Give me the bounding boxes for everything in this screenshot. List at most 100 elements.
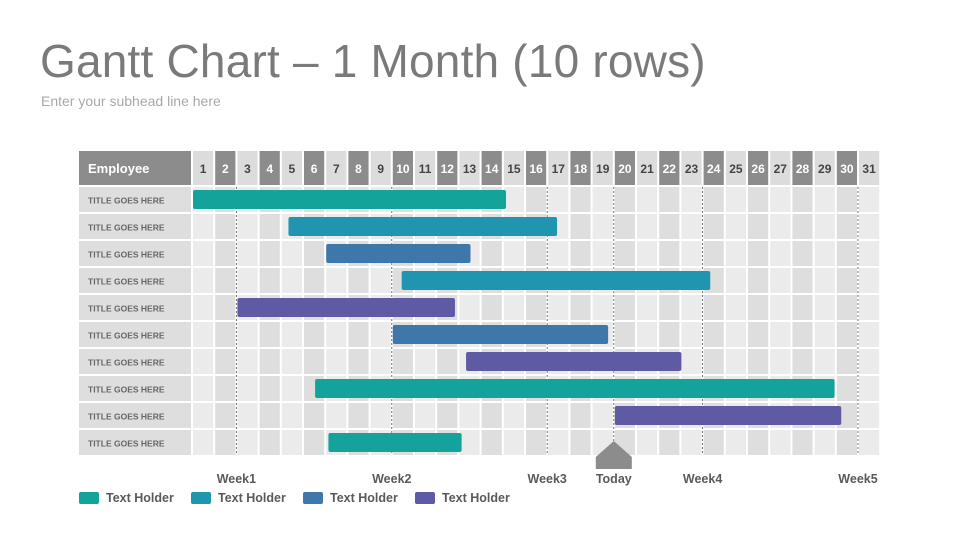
grid-cell: [592, 403, 613, 428]
grid-cell: [703, 430, 724, 455]
gantt-bar[interactable]: [392, 325, 609, 344]
grid-cell: [459, 430, 480, 455]
grid-cell: [526, 403, 547, 428]
grid-cell: [859, 214, 880, 239]
page-title: Gantt Chart – 1 Month (10 rows): [40, 35, 706, 87]
header-day-cell: [637, 151, 658, 185]
grid-cell: [859, 376, 880, 401]
header-day-label: 25: [729, 162, 743, 176]
legend-item: Text Holder: [79, 491, 191, 505]
grid-cell: [392, 403, 413, 428]
legend-label: Text Holder: [106, 491, 174, 505]
grid-cell: [281, 430, 302, 455]
grid-cell: [614, 295, 635, 320]
gantt-bar[interactable]: [315, 379, 835, 398]
grid-cell: [703, 214, 724, 239]
grid-cell: [770, 349, 791, 374]
grid-cell: [237, 376, 258, 401]
gantt-bar[interactable]: [466, 352, 682, 371]
grid-cell: [792, 295, 813, 320]
grid-cell: [526, 430, 547, 455]
row-label-cell: [79, 214, 191, 239]
grid-cell: [193, 268, 214, 293]
grid-cell: [193, 214, 214, 239]
grid-cell: [259, 322, 280, 347]
grid-cell: [836, 403, 857, 428]
grid-cell: [304, 430, 325, 455]
header-day-cell: [836, 151, 857, 185]
gantt-bar[interactable]: [328, 433, 462, 452]
grid-cell: [637, 241, 658, 266]
row-label: TITLE GOES HERE: [88, 304, 165, 314]
grid-cell: [237, 214, 258, 239]
legend-item: Text Holder: [303, 491, 415, 505]
grid-cell: [281, 376, 302, 401]
grid-cell: [748, 322, 769, 347]
header-day-cell: [859, 151, 880, 185]
grid-cell: [637, 187, 658, 212]
grid-cell: [770, 322, 791, 347]
gantt-bar[interactable]: [614, 406, 842, 425]
grid-cell: [659, 322, 680, 347]
grid-cell: [503, 403, 524, 428]
gantt-bar[interactable]: [288, 217, 558, 236]
row-label-cell: [79, 187, 191, 212]
grid-cell: [326, 268, 347, 293]
grid-cell: [348, 403, 369, 428]
grid-cell: [304, 349, 325, 374]
header-day-cell: [237, 151, 258, 185]
grid-cell: [836, 187, 857, 212]
grid-cell: [836, 322, 857, 347]
grid-cell: [415, 403, 436, 428]
grid-cell: [570, 430, 591, 455]
grid-cell: [770, 214, 791, 239]
header-day-cell: [392, 151, 413, 185]
row-label: TITLE GOES HERE: [88, 412, 165, 422]
grid-cell: [725, 241, 746, 266]
row-label-cell: [79, 430, 191, 455]
grid-cell: [193, 322, 214, 347]
row-label-cell: [79, 349, 191, 374]
row-label-cell: [79, 268, 191, 293]
grid-cell: [259, 403, 280, 428]
grid-cell: [659, 430, 680, 455]
header-day-cell: [304, 151, 325, 185]
legend-label: Text Holder: [330, 491, 398, 505]
grid-cell: [304, 268, 325, 293]
grid-cell: [503, 430, 524, 455]
header-day-cell: [548, 151, 569, 185]
header-day-label: 14: [485, 162, 499, 176]
gantt-bar[interactable]: [326, 244, 471, 263]
header-day-label: 13: [463, 162, 477, 176]
grid-cell: [304, 403, 325, 428]
header-day-label: 19: [596, 162, 610, 176]
legend-item: Text Holder: [415, 491, 527, 505]
grid-cell: [836, 349, 857, 374]
page-subtitle: Enter your subhead line here: [41, 93, 221, 109]
grid-cell: [814, 187, 835, 212]
row-label-cell: [79, 295, 191, 320]
grid-cell: [481, 430, 502, 455]
header-day-cell: [570, 151, 591, 185]
grid-cell: [570, 214, 591, 239]
header-day-label: 5: [289, 162, 296, 176]
grid-cell: [637, 430, 658, 455]
grid-cell: [814, 322, 835, 347]
grid-cell: [193, 241, 214, 266]
grid-cell: [237, 322, 258, 347]
gantt-bar[interactable]: [193, 190, 507, 209]
grid-cell: [503, 295, 524, 320]
gantt-bar[interactable]: [401, 271, 711, 290]
header-day-cell: [415, 151, 436, 185]
grid-cell: [193, 430, 214, 455]
grid-cell: [259, 349, 280, 374]
header-day-label: 1: [200, 162, 207, 176]
grid-cell: [259, 430, 280, 455]
gantt-bar[interactable]: [237, 298, 455, 317]
row-label-cell: [79, 322, 191, 347]
header-day-label: 11: [419, 162, 432, 176]
grid-cell: [770, 268, 791, 293]
header-day-label: 7: [333, 162, 340, 176]
grid-cell: [526, 295, 547, 320]
grid-cell: [703, 322, 724, 347]
